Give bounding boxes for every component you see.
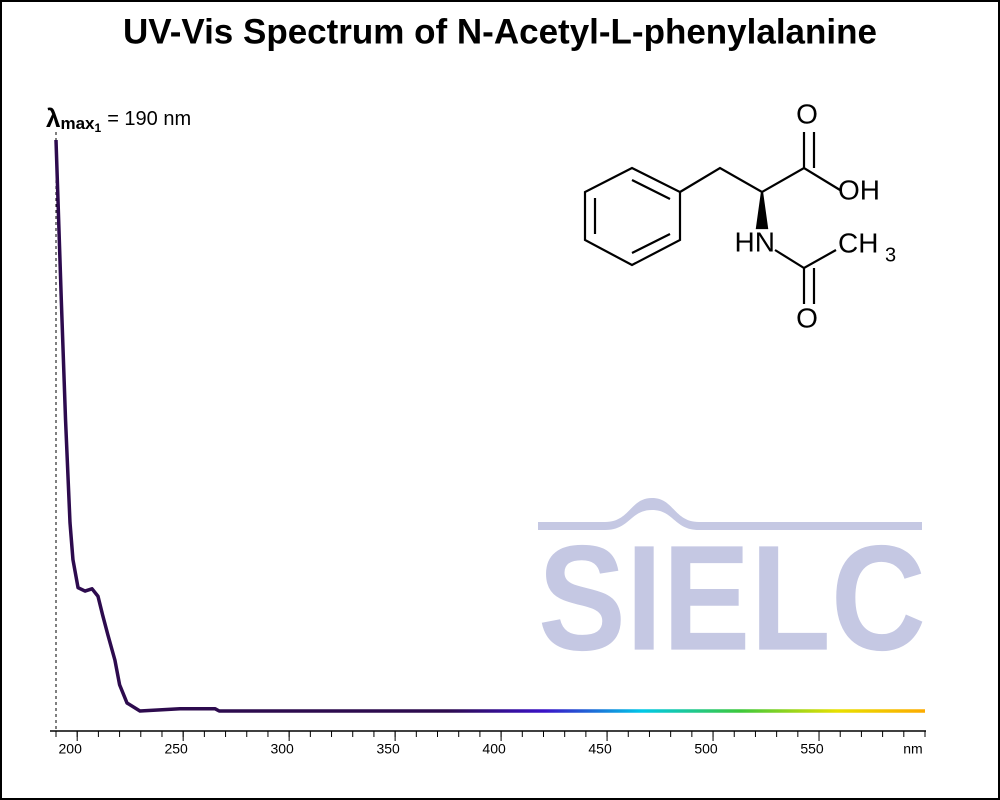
chart-title: UV-Vis Spectrum of N-Acetyl-L-phenylalan… [123, 12, 877, 51]
annotation: λmax1 = 190 nm [46, 103, 191, 135]
x-tick-label: 350 [376, 741, 400, 757]
x-tick-label: 400 [482, 741, 506, 757]
atom-label: CH [838, 227, 878, 258]
annotation-symbol: λ [46, 103, 61, 133]
atom-label: O [796, 302, 818, 333]
x-tick-label: 550 [800, 741, 824, 757]
x-axis-label: nm [903, 741, 922, 757]
watermark-text: SIELC [538, 514, 926, 682]
structure [583, 132, 841, 304]
atom-label: OH [838, 174, 880, 205]
watermark-swoosh [538, 498, 922, 530]
atom-label: 3 [885, 244, 896, 266]
annotation-text: = 190 nm [107, 108, 191, 130]
annotation-subscript: max [60, 114, 95, 133]
annotation-index: 1 [95, 121, 102, 135]
wedge-bond [755, 191, 769, 230]
watermark: SIELC [538, 498, 926, 682]
x-tick-label: 450 [588, 741, 612, 757]
atom-label: HN [735, 226, 775, 257]
x-tick-label: 200 [59, 741, 83, 757]
bond [631, 233, 671, 254]
x-tick-label: 500 [694, 741, 718, 757]
spectrum-line [54, 139, 925, 713]
x-tick-label: 250 [164, 741, 188, 757]
bond [631, 179, 671, 200]
x-tick-label: 300 [270, 741, 294, 757]
atom-label: O [796, 98, 818, 129]
atom-labels: O OH HN CH 3 O [735, 98, 897, 333]
